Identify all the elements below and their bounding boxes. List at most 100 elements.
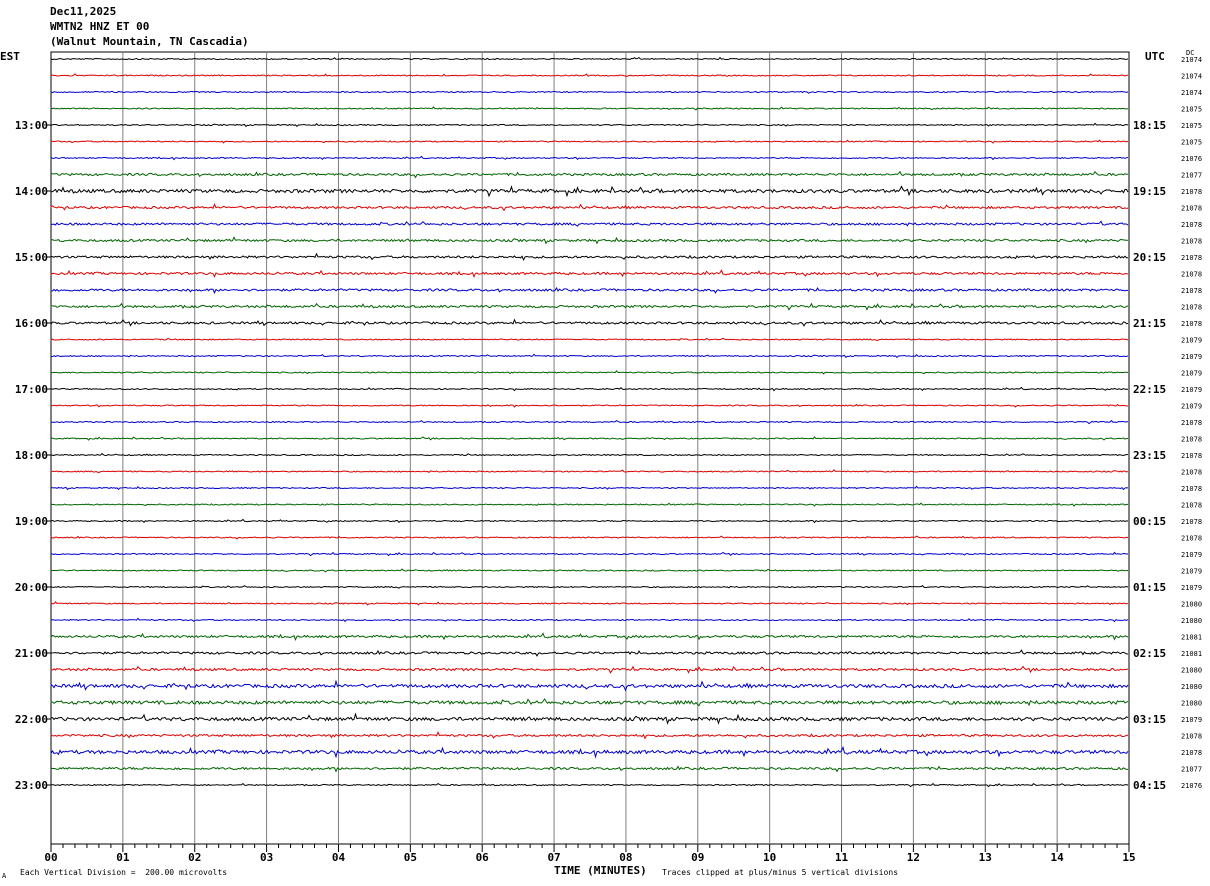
- clip-note: Traces clipped at plus/minus 5 vertical …: [662, 868, 899, 877]
- dc-offset-label: 21075: [1181, 106, 1202, 114]
- hour-label-right: 00:15: [1133, 515, 1166, 528]
- seismic-trace: [50, 665, 1129, 674]
- x-tick-label: 12: [907, 851, 920, 864]
- corner-mark: A: [2, 872, 7, 880]
- seismic-trace: [50, 139, 1129, 144]
- seismic-trace: [50, 106, 1129, 111]
- dc-offset-label: 21079: [1181, 386, 1202, 394]
- seismic-trace: [50, 302, 1129, 311]
- seismic-trace: [50, 337, 1129, 342]
- dc-offset-label: 21079: [1181, 370, 1202, 378]
- x-tick-label: 08: [619, 851, 632, 864]
- seismic-trace: [50, 236, 1129, 245]
- x-tick-label: 14: [1051, 851, 1065, 864]
- hour-label-right: 20:15: [1133, 251, 1166, 264]
- dc-offset-label: 21079: [1181, 337, 1202, 345]
- dc-offset-label: 21078: [1181, 749, 1202, 757]
- dc-offset-label: 21078: [1181, 254, 1202, 262]
- seismic-trace: [50, 632, 1129, 642]
- hour-label-left: 21:00: [15, 647, 48, 660]
- seismic-trace: [50, 403, 1129, 408]
- dc-offset-label: 21074: [1181, 73, 1202, 81]
- dc-offset-label: 21078: [1181, 188, 1202, 196]
- dc-offset-label: 21078: [1181, 205, 1202, 213]
- dc-offset-label: 21078: [1181, 469, 1202, 477]
- dc-offset-label: 21074: [1181, 89, 1202, 97]
- hour-label-left: 16:00: [15, 317, 48, 330]
- x-tick-label: 03: [260, 851, 273, 864]
- hour-label-left: 19:00: [15, 515, 48, 528]
- seismic-trace: [50, 386, 1129, 392]
- seismic-trace: [50, 203, 1129, 212]
- hour-label-right: 02:15: [1133, 647, 1166, 660]
- title-station: WMTN2 HNZ ET 00: [50, 20, 150, 33]
- hour-label-left: 14:00: [15, 185, 48, 198]
- dc-offset-label: 21078: [1181, 419, 1202, 427]
- dc-offset-label: 21079: [1181, 568, 1202, 576]
- dc-offset-label: 21079: [1181, 584, 1202, 592]
- dc-offset-label: 21076: [1181, 782, 1202, 790]
- hour-label-right: 01:15: [1133, 581, 1166, 594]
- seismic-trace: [50, 220, 1129, 227]
- hour-label-left: 15:00: [15, 251, 48, 264]
- title-date: Dec11,2025: [50, 5, 117, 18]
- seismic-trace: [50, 731, 1129, 740]
- dc-offset-label: 21078: [1181, 436, 1202, 444]
- dc-offset-label: 21079: [1181, 353, 1202, 361]
- seismic-trace: [50, 745, 1129, 759]
- seismic-trace: [50, 436, 1129, 441]
- seismic-trace: [50, 419, 1129, 425]
- hour-label-left: 13:00: [15, 119, 48, 132]
- seismic-trace: [50, 469, 1129, 474]
- seismic-trace: [50, 617, 1129, 623]
- hour-label-right: 03:15: [1133, 713, 1166, 726]
- x-tick-label: 06: [476, 851, 490, 864]
- x-tick-label: 01: [116, 851, 130, 864]
- x-tick-label: 15: [1122, 851, 1135, 864]
- dc-offset-label: 21078: [1181, 221, 1202, 229]
- dc-offset-label: 21079: [1181, 716, 1202, 724]
- dc-offset-label: 21078: [1181, 535, 1202, 543]
- x-tick-label: 13: [979, 851, 992, 864]
- seismic-trace: [50, 452, 1129, 457]
- seismic-trace: [50, 370, 1129, 375]
- hour-label-right: 19:15: [1133, 185, 1166, 198]
- dc-offset-label: 21078: [1181, 452, 1202, 460]
- hour-label-right: 23:15: [1133, 449, 1166, 462]
- x-tick-label: 04: [332, 851, 346, 864]
- seismic-trace: [50, 679, 1129, 692]
- seismic-trace: [50, 73, 1129, 78]
- dc-offset-label: 21081: [1181, 634, 1202, 642]
- dc-offset-label: 21078: [1181, 502, 1202, 510]
- seismic-trace: [50, 765, 1129, 773]
- dc-offset-label: 21080: [1181, 667, 1202, 675]
- hour-label-left: 20:00: [15, 581, 48, 594]
- dc-offset-label: 21077: [1181, 172, 1202, 180]
- dc-offset-label: 21078: [1181, 271, 1202, 279]
- dc-offset-label: 21080: [1181, 700, 1202, 708]
- seismic-trace: [50, 286, 1129, 295]
- x-tick-label: 02: [188, 851, 201, 864]
- seismic-trace: [50, 269, 1129, 279]
- dc-offset-label: 21080: [1181, 617, 1202, 625]
- dc-offset-label: 21078: [1181, 287, 1202, 295]
- seismic-trace: [50, 185, 1129, 198]
- seismic-trace: [50, 353, 1129, 359]
- seismic-trace: [50, 502, 1129, 507]
- seismic-trace: [50, 535, 1129, 540]
- seismic-trace: [50, 585, 1129, 589]
- timezone-right-label: UTC: [1145, 50, 1165, 63]
- dc-offset-label: 21078: [1181, 238, 1202, 246]
- seismic-trace: [50, 90, 1129, 94]
- x-tick-label: 10: [763, 851, 776, 864]
- dc-offset-label: 21075: [1181, 122, 1202, 130]
- hour-label-left: 23:00: [15, 779, 48, 792]
- dc-offset-label: 21078: [1181, 518, 1202, 526]
- seismic-trace: [50, 56, 1129, 61]
- seismic-trace: [50, 712, 1129, 725]
- seismic-trace: [50, 568, 1129, 573]
- seismic-trace: [50, 698, 1129, 707]
- dc-offset-label: 21076: [1181, 155, 1202, 163]
- scale-note: Each Vertical Division = 200.00 microvol…: [20, 868, 228, 877]
